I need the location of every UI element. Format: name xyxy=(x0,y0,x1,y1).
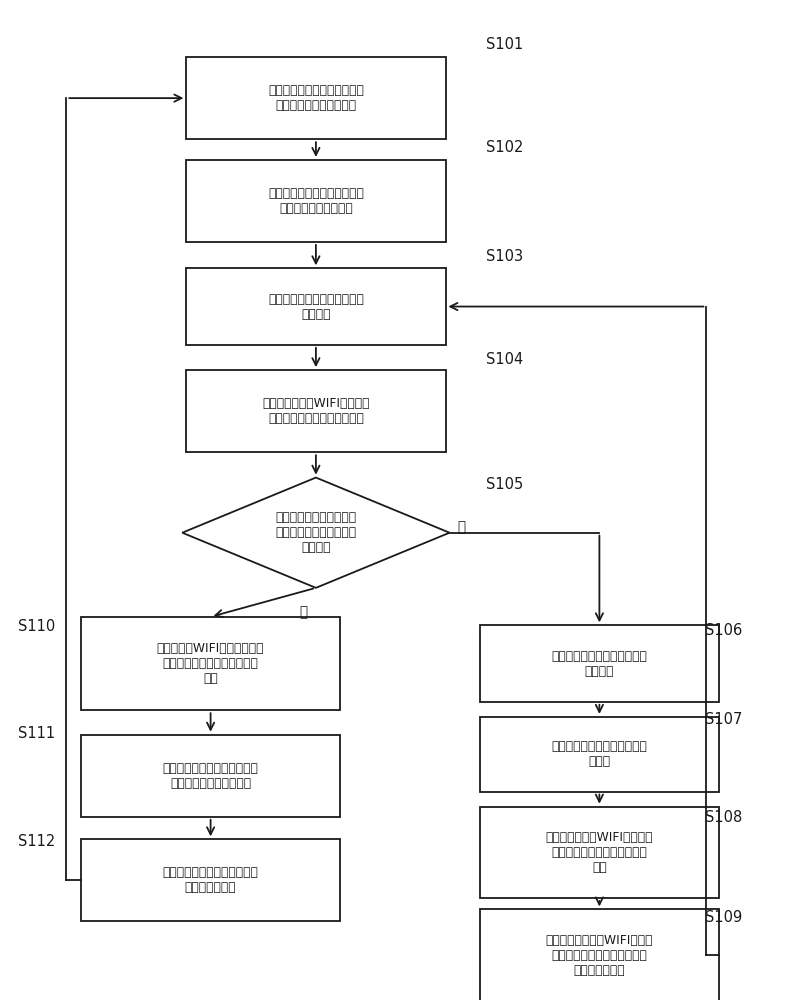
Text: S112: S112 xyxy=(18,834,55,849)
Text: S108: S108 xyxy=(705,810,742,825)
Bar xyxy=(480,625,719,702)
Text: 载物台模式识别虚线，进入增
材加工区: 载物台模式识别虚线，进入增 材加工区 xyxy=(552,650,647,678)
Text: 载物台到达三维检测区域，位
姿自调整: 载物台到达三维检测区域，位 姿自调整 xyxy=(268,293,364,321)
Text: S104: S104 xyxy=(486,352,523,367)
Polygon shape xyxy=(182,478,450,588)
Bar xyxy=(186,268,446,345)
Text: 载物台达到卸料区，位姿自调
整进入卸料区，进行卸料: 载物台达到卸料区，位姿自调 整进入卸料区，进行卸料 xyxy=(163,762,258,790)
Text: 否: 否 xyxy=(300,606,308,620)
Text: S109: S109 xyxy=(705,910,742,925)
Text: S101: S101 xyxy=(486,37,523,52)
Bar xyxy=(186,370,446,452)
Text: S105: S105 xyxy=(486,477,523,492)
Text: 位姿调整完毕，WIFI通信主控
计算机，控制机器手进行增材
加工: 位姿调整完毕，WIFI通信主控 计算机，控制机器手进行增材 加工 xyxy=(546,831,653,874)
Text: 载物台装料完毕，模式识别虚
线，进入三维检测区域: 载物台装料完毕，模式识别虚 线，进入三维检测区域 xyxy=(268,187,364,215)
Bar xyxy=(186,160,446,242)
Bar xyxy=(480,909,719,1000)
Bar xyxy=(186,57,446,139)
Text: 载物台达到增材加工区，位姿
自调整: 载物台达到增材加工区，位姿 自调整 xyxy=(552,740,647,768)
Text: S111: S111 xyxy=(18,726,55,741)
Text: S106: S106 xyxy=(705,623,742,638)
Text: 机器手加工完毕，WIFI通信载
物台，载物台模式识别虚线，
进入三维检测区: 机器手加工完毕，WIFI通信载 物台，载物台模式识别虚线， 进入三维检测区 xyxy=(546,934,653,977)
Text: S103: S103 xyxy=(486,249,523,264)
Text: 扫描完毕，数据传输至主
控计算机处理，判断是否
增材加工: 扫描完毕，数据传输至主 控计算机处理，判断是否 增材加工 xyxy=(275,511,356,554)
Text: 主控计算机WIFI通信载物台，
载物台模式识别实线，进入卸
料区: 主控计算机WIFI通信载物台， 载物台模式识别实线，进入卸 料区 xyxy=(157,642,264,685)
Text: 位姿调整完毕，WIFI通信主控
计算机，控制机器手进行扫描: 位姿调整完毕，WIFI通信主控 计算机，控制机器手进行扫描 xyxy=(262,397,369,425)
Text: S102: S102 xyxy=(486,140,523,155)
Text: 载物台卸料完毕，模式识别虚
线，进入装料区: 载物台卸料完毕，模式识别虚 线，进入装料区 xyxy=(163,866,258,894)
Bar xyxy=(480,807,719,898)
Text: 是: 是 xyxy=(458,520,466,534)
Bar xyxy=(480,717,719,792)
Bar xyxy=(81,735,340,817)
Text: S110: S110 xyxy=(18,619,55,634)
Bar xyxy=(81,839,340,921)
Bar xyxy=(81,617,340,710)
Text: 载物台到达装料区，位姿自调
整进入装料区，进行装料: 载物台到达装料区，位姿自调 整进入装料区，进行装料 xyxy=(268,84,364,112)
Text: S107: S107 xyxy=(705,712,742,727)
